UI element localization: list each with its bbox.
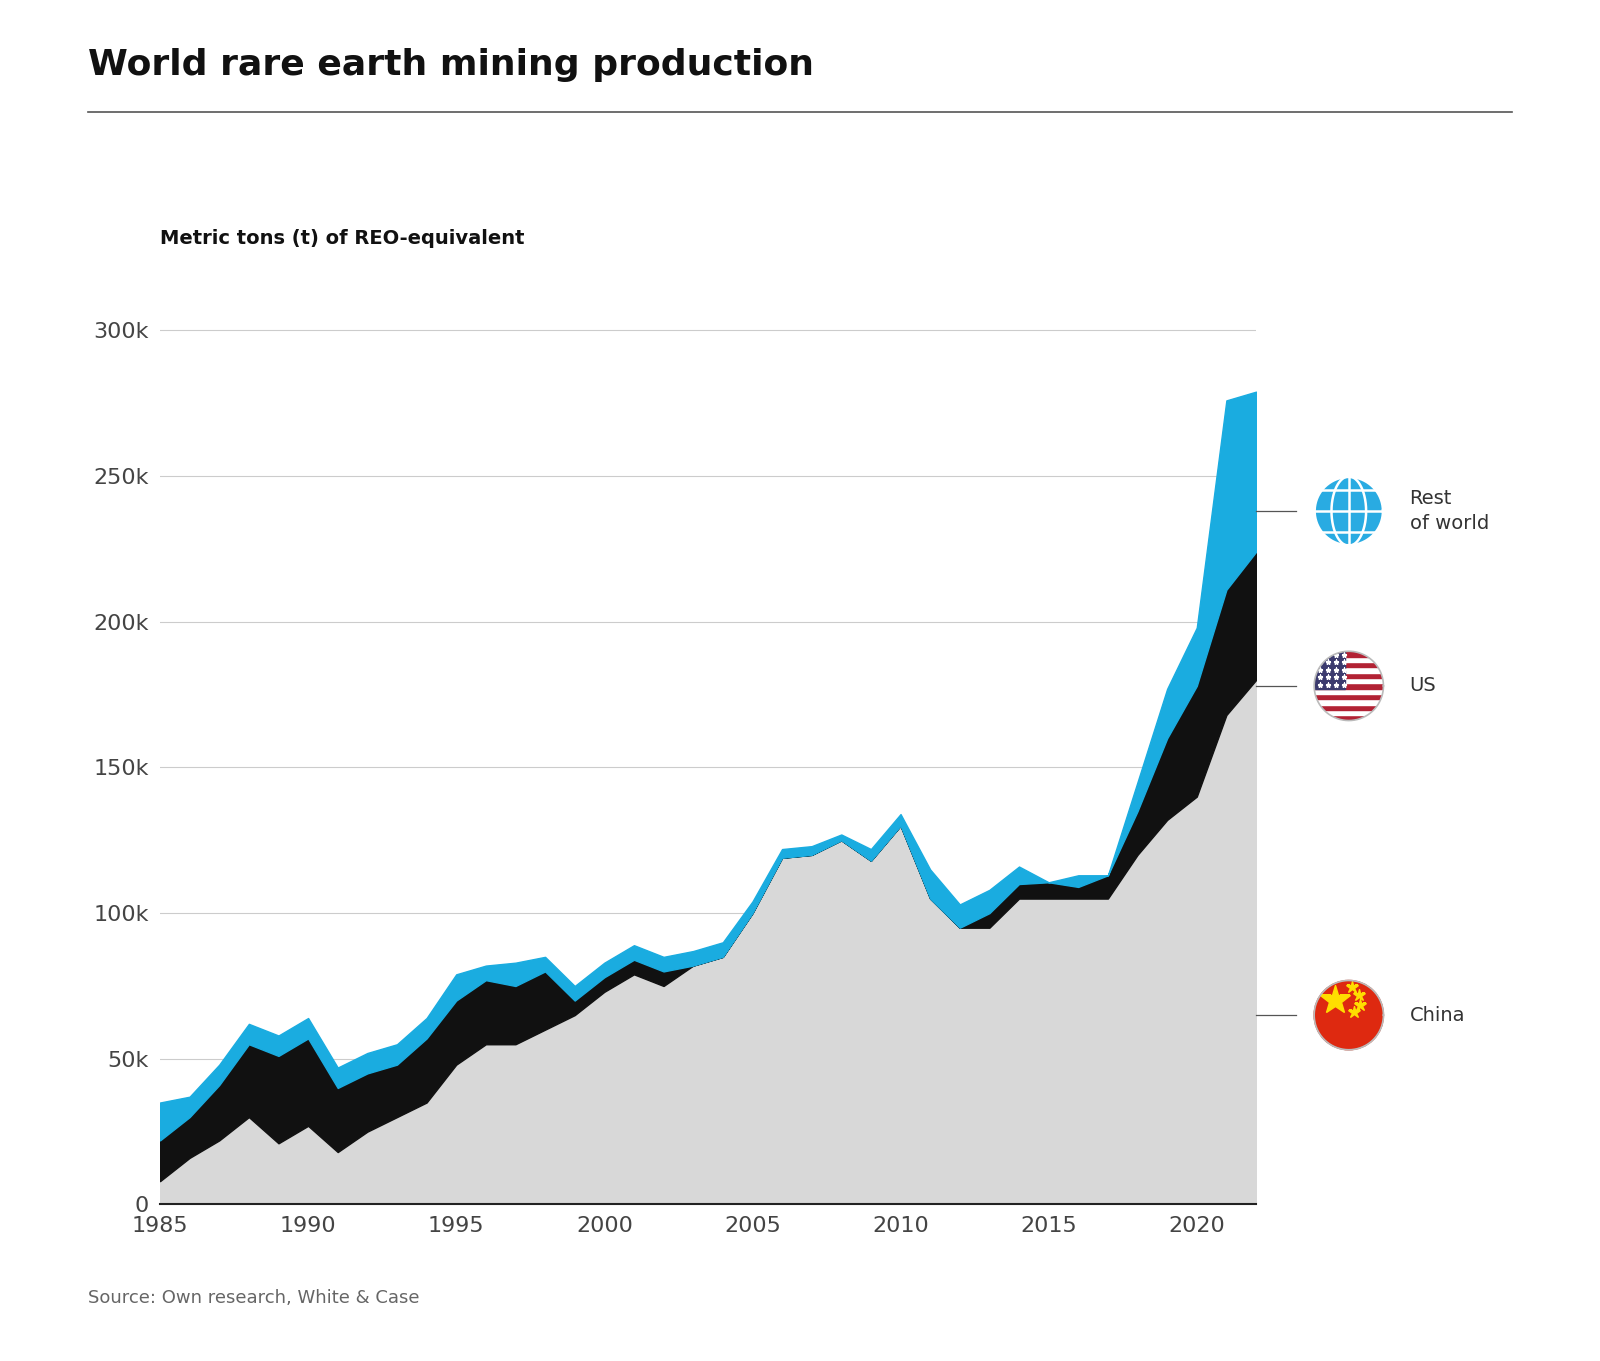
Bar — [1314, 672, 1384, 678]
Bar — [1314, 678, 1384, 683]
Bar — [1314, 656, 1384, 661]
Bar — [1314, 689, 1384, 694]
Circle shape — [1314, 652, 1384, 720]
Bar — [1314, 652, 1346, 689]
Bar — [1314, 661, 1384, 667]
Text: Rest
of world: Rest of world — [1410, 489, 1490, 534]
Bar — [1314, 705, 1384, 710]
Text: China: China — [1410, 1006, 1466, 1025]
Text: World rare earth mining production: World rare earth mining production — [88, 48, 814, 82]
Text: Metric tons (t) of REO-equivalent: Metric tons (t) of REO-equivalent — [160, 229, 525, 248]
Bar — [1314, 667, 1384, 672]
Bar — [1314, 694, 1384, 700]
Circle shape — [1314, 980, 1384, 1049]
Bar — [1314, 683, 1384, 689]
Circle shape — [1314, 476, 1384, 546]
Bar — [1314, 652, 1384, 656]
Text: US: US — [1410, 676, 1437, 695]
Bar — [1314, 700, 1384, 705]
Text: Source: Own research, White & Case: Source: Own research, White & Case — [88, 1289, 419, 1307]
Bar — [1314, 716, 1384, 720]
Bar — [1314, 710, 1384, 716]
